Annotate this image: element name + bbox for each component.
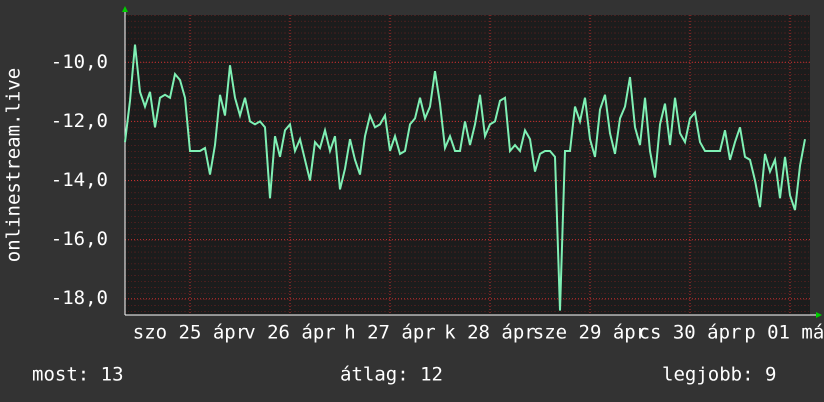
x-tick-label: p 01 máj [744, 322, 824, 344]
y-tick-label: -12,0 [51, 110, 108, 132]
x-tick-label: cs 30 ápr [639, 322, 742, 344]
series-line [124, 44, 806, 311]
x-tick-label: v 26 ápr [244, 322, 336, 344]
axis-arrow [122, 6, 128, 12]
y-tick-label: -14,0 [51, 169, 108, 191]
axis-arrow [816, 312, 822, 318]
footer-stat: átlag: 12 [340, 364, 443, 386]
y-tick-label: -18,0 [51, 287, 108, 309]
x-tick-label: sze 29 ápr [533, 322, 647, 344]
footer-stat: most: 13 [32, 364, 124, 386]
y-axis-label: onlinestream.live [3, 68, 25, 262]
x-tick-label: k 28 ápr [444, 322, 536, 344]
footer-stat: legjobb: 9 [662, 364, 776, 386]
minor-grid [125, 15, 810, 315]
y-tick-label: -16,0 [51, 228, 108, 250]
x-tick-label: h 27 ápr [344, 322, 436, 344]
x-tick-label: szo 25 ápr [133, 322, 247, 344]
y-tick-label: -10,0 [51, 51, 108, 73]
